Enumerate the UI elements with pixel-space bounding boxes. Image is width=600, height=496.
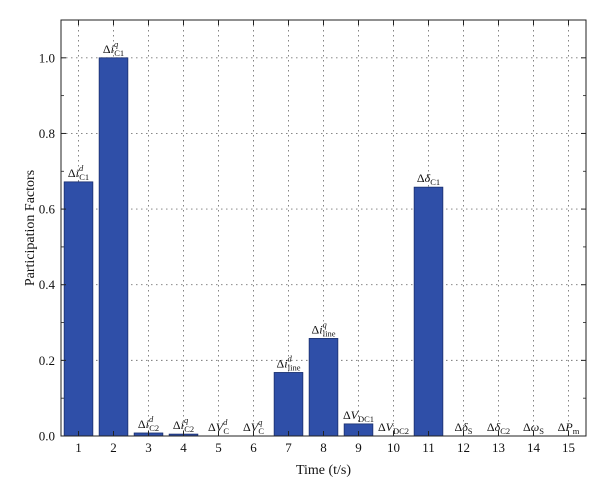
x-tick-label: 11: [422, 440, 435, 455]
axis-ticks: 0.00.20.40.60.81.01 2 3 4 5 6 7 8 9 10 11 12 13 14 15: [39, 19, 586, 455]
x-tick-label: 2: [110, 440, 117, 455]
bar-11: [413, 186, 444, 437]
bar-8: [308, 338, 339, 437]
bar-label-10: ΔVDC2: [378, 420, 409, 436]
x-tick-label: 4: [180, 440, 187, 455]
x-axis-title: Time (t/s): [296, 463, 351, 478]
bar-label-15: ΔPm: [558, 420, 580, 436]
bar-label-2: Δiq C1: [103, 39, 124, 58]
bar-label-1: Δid C1: [68, 163, 89, 182]
bar-label-12: ΔδS: [454, 420, 472, 436]
bar-label-13: ΔδC2: [487, 420, 510, 436]
x-tick-label: 10: [387, 440, 400, 455]
y-tick-label: 1.0: [39, 50, 55, 65]
bar-label-7: Δid line: [276, 353, 300, 372]
bar-2: [98, 57, 129, 437]
x-tick-label: 9: [355, 440, 362, 455]
x-tick-label: 15: [562, 440, 575, 455]
bars: [63, 57, 444, 437]
x-tick-label: 14: [527, 440, 541, 455]
y-tick-label: 0.0: [39, 429, 55, 444]
bar-label-8: Δiq line: [311, 319, 335, 338]
bar-label-5: ΔVd C: [208, 417, 229, 436]
x-tick-label: 8: [320, 440, 327, 455]
y-tick-label: 0.2: [39, 353, 55, 368]
y-tick-label: 0.4: [39, 277, 56, 292]
x-tick-label: 13: [492, 440, 505, 455]
bar-label-3: Δid C2: [138, 414, 159, 433]
y-tick-label: 0.6: [39, 202, 56, 217]
y-tick-label: 0.8: [39, 126, 55, 141]
bar-label-11: ΔδC1: [417, 171, 440, 187]
x-tick-label: 1: [75, 440, 82, 455]
bar-label-6: ΔVq C: [243, 417, 264, 436]
bar-labels: Δid C1 Δiq C1 Δid C2 Δiq C2 ΔVd C ΔVq C Δid line Δiq li…: [68, 39, 580, 436]
bar-7: [273, 372, 304, 437]
bar-label-4: Δiq C2: [173, 415, 194, 434]
bar-1: [63, 181, 94, 437]
bar-label-9: ΔVDC1: [343, 408, 374, 424]
x-tick-label: 3: [145, 440, 152, 455]
bar-label-14: ΔωS: [523, 420, 544, 436]
x-tick-label: 5: [215, 440, 222, 455]
x-tick-label: 7: [285, 440, 292, 455]
x-tick-label: 6: [250, 440, 257, 455]
x-tick-label: 12: [457, 440, 470, 455]
y-axis-title: Participation Factors: [23, 170, 38, 286]
